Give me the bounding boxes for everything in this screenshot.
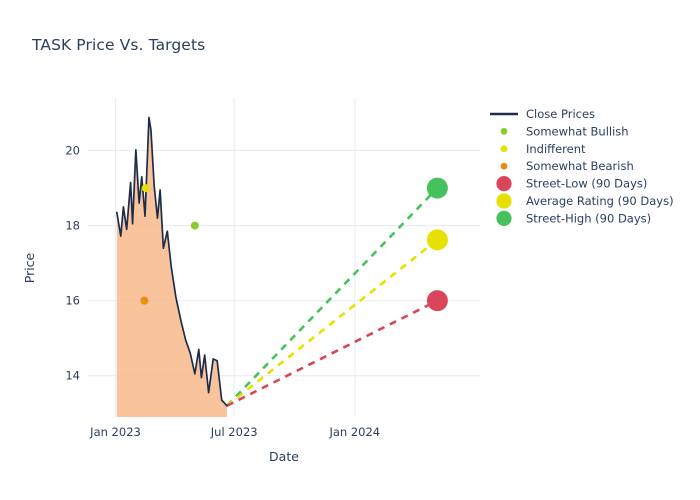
legend-dot-swatch bbox=[496, 176, 512, 192]
legend-item-label: Close Prices bbox=[526, 107, 595, 121]
legend-item-label: Indifferent bbox=[526, 142, 586, 156]
legend-dot-swatch bbox=[496, 210, 512, 226]
x-axis-ticks: Jan 2023 Jul 2023 Jan 2024 bbox=[89, 425, 380, 439]
svg-text:20: 20 bbox=[65, 144, 80, 158]
legend-dot-swatch bbox=[500, 162, 508, 170]
gridlines bbox=[88, 98, 480, 417]
svg-text:Jan 2024: Jan 2024 bbox=[328, 425, 380, 439]
legend-item-label: Average Rating (90 Days) bbox=[526, 194, 674, 208]
svg-text:14: 14 bbox=[65, 369, 80, 383]
rating-scatter-markers bbox=[140, 184, 199, 305]
legend-item-label: Somewhat Bearish bbox=[526, 159, 634, 173]
svg-text:18: 18 bbox=[65, 219, 80, 233]
svg-text:Jan 2023: Jan 2023 bbox=[89, 425, 141, 439]
target-price-markers bbox=[426, 177, 448, 312]
legend-dot-swatch bbox=[500, 145, 508, 153]
y-axis-title: Price bbox=[22, 252, 37, 283]
target-trend-lines bbox=[226, 187, 439, 407]
legend-dot-swatch bbox=[496, 193, 512, 209]
legend-dot-swatch bbox=[500, 127, 508, 135]
svg-text:Jul 2023: Jul 2023 bbox=[210, 425, 258, 439]
chart-title: TASK Price Vs. Targets bbox=[32, 36, 206, 54]
y-axis-ticks: 20 18 16 14 bbox=[65, 144, 80, 383]
svg-text:16: 16 bbox=[65, 294, 80, 308]
legend-item-label: Street-Low (90 Days) bbox=[526, 177, 647, 191]
legend-item-label: Somewhat Bullish bbox=[526, 124, 629, 138]
chart-legend: Close Prices Somewhat Bullish Indifferent S… bbox=[490, 107, 674, 226]
close-price-line bbox=[115, 116, 228, 407]
x-axis-title: Date bbox=[269, 449, 299, 464]
close-price-area-fill bbox=[116, 117, 227, 418]
legend-item-label: Street-High (90 Days) bbox=[526, 211, 651, 225]
